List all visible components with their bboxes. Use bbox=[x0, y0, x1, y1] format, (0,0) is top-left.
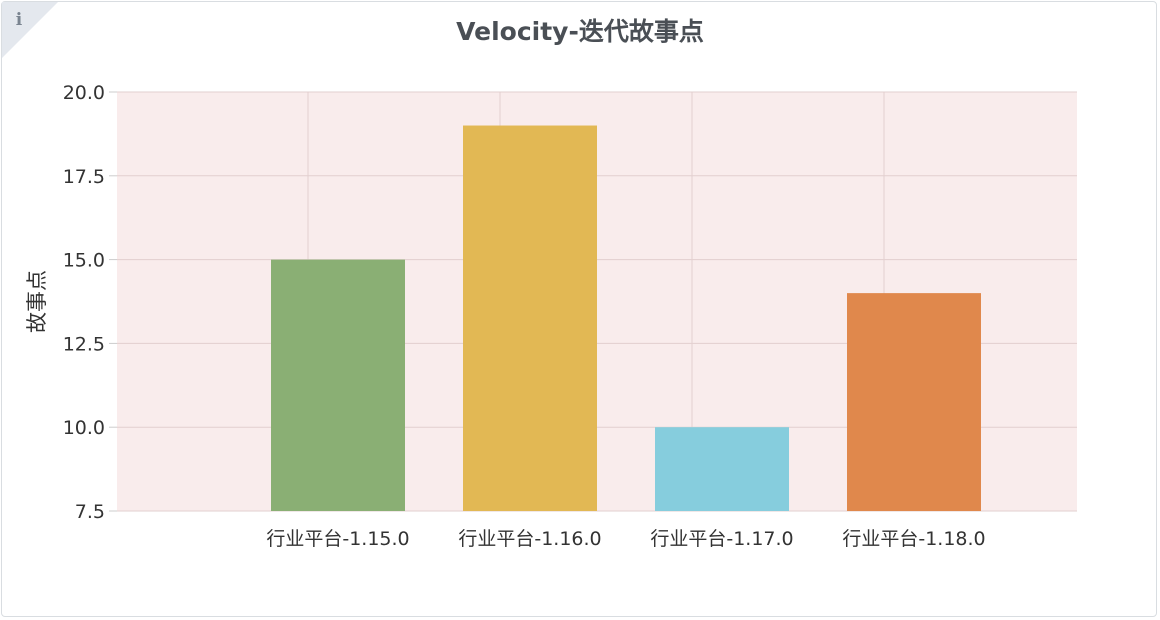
y-tick-label: 7.5 bbox=[75, 501, 105, 523]
x-tick-label: 行业平台-1.18.0 bbox=[842, 528, 985, 550]
bar-3 bbox=[655, 427, 789, 511]
x-tick-label: 行业平台-1.16.0 bbox=[458, 528, 601, 550]
y-axis-title: 故事点 bbox=[25, 270, 49, 333]
bar-4 bbox=[847, 293, 981, 511]
y-tick-label: 12.5 bbox=[63, 333, 105, 355]
x-tick-label: 行业平台-1.17.0 bbox=[650, 528, 793, 550]
chart-title: Velocity-迭代故事点 bbox=[456, 17, 704, 46]
x-tick-label: 行业平台-1.15.0 bbox=[266, 528, 409, 550]
svg-text:i: i bbox=[16, 10, 23, 30]
bar-1 bbox=[271, 259, 405, 511]
bar-2 bbox=[463, 125, 597, 512]
info-icon[interactable]: i bbox=[2, 2, 62, 62]
y-tick-label: 15.0 bbox=[63, 250, 105, 272]
y-tick-label: 10.0 bbox=[63, 417, 105, 439]
y-tick-label: 17.5 bbox=[63, 166, 105, 188]
y-tick-label: 20.0 bbox=[63, 82, 105, 104]
